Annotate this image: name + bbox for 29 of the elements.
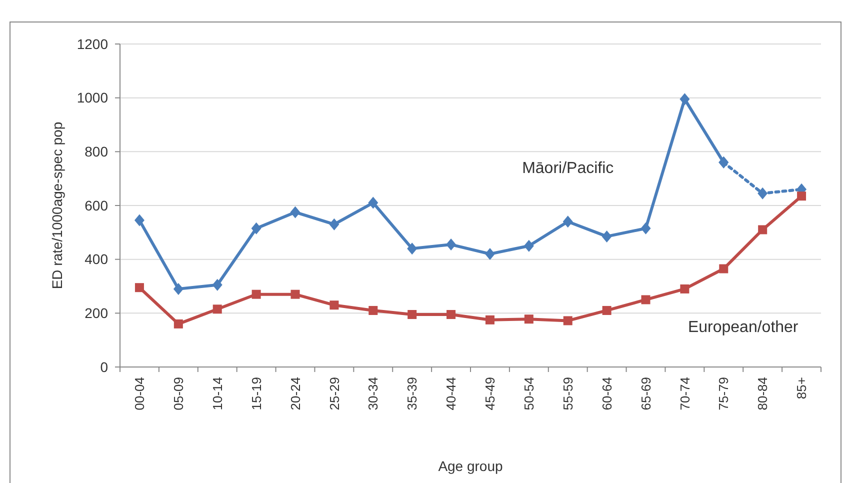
y-tick-label: 400 bbox=[84, 251, 108, 268]
series-label: European/other bbox=[688, 319, 799, 336]
x-tick-label: 35-39 bbox=[404, 377, 420, 410]
y-tick-label: 200 bbox=[84, 305, 108, 322]
x-axis-title: Age group bbox=[438, 458, 504, 474]
x-tick-label: 60-64 bbox=[599, 377, 614, 410]
x-tick-label: 80-84 bbox=[755, 377, 770, 410]
y-tick-label: 1000 bbox=[76, 90, 108, 106]
x-tick-label: 55-59 bbox=[560, 377, 576, 410]
x-tick-label: 45-49 bbox=[482, 377, 498, 410]
x-tick-label: 65-69 bbox=[638, 377, 654, 410]
x-tick-label: 30-34 bbox=[366, 377, 381, 410]
x-tick-label: 25-29 bbox=[326, 377, 342, 410]
text: Māori/Pacific bbox=[522, 160, 614, 178]
x-tick-label: 75-79 bbox=[716, 377, 732, 410]
x-tick-label: 20-24 bbox=[288, 377, 303, 410]
y-axis-title: ED rate/1000age-spec pop bbox=[49, 122, 65, 290]
x-tick-label: 00-04 bbox=[132, 377, 148, 410]
x-tick-label: 85+ bbox=[794, 377, 810, 400]
x-tick-label: 70-74 bbox=[677, 377, 692, 410]
x-tick-label: 10-14 bbox=[210, 377, 225, 410]
y-tick-label: 800 bbox=[84, 144, 108, 160]
x-tick-label: 05-09 bbox=[170, 377, 186, 410]
x-tick-label: 15-19 bbox=[248, 377, 264, 410]
y-tick-label: 600 bbox=[84, 197, 108, 214]
x-tick-label: 50-54 bbox=[521, 377, 536, 410]
y-tick-label: 0 bbox=[100, 358, 108, 375]
y-tick-label: 1200 bbox=[76, 36, 108, 52]
x-tick-label: 40-44 bbox=[444, 377, 459, 410]
